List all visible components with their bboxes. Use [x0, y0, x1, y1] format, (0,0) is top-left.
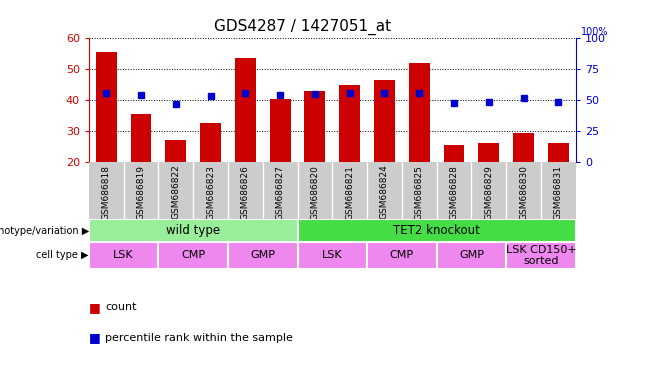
- Text: GMP: GMP: [250, 250, 275, 260]
- Bar: [228, 242, 297, 269]
- Bar: [513, 132, 534, 162]
- Bar: [340, 85, 360, 162]
- Text: ■: ■: [89, 301, 101, 314]
- Text: GSM686821: GSM686821: [345, 165, 354, 220]
- Text: LSK: LSK: [322, 250, 343, 260]
- Bar: [159, 242, 228, 269]
- Text: ■: ■: [89, 331, 101, 344]
- Text: GSM686824: GSM686824: [380, 165, 389, 220]
- Bar: [305, 91, 325, 162]
- Text: CMP: CMP: [390, 250, 414, 260]
- Text: GSM686831: GSM686831: [554, 165, 563, 220]
- Bar: [235, 58, 256, 162]
- Text: percentile rank within the sample: percentile rank within the sample: [105, 333, 293, 343]
- Bar: [548, 143, 569, 162]
- Text: 100%: 100%: [580, 27, 608, 37]
- Text: GSM686825: GSM686825: [415, 165, 424, 220]
- Text: GSM686822: GSM686822: [171, 165, 180, 220]
- Bar: [367, 242, 437, 269]
- Text: TET2 knockout: TET2 knockout: [393, 224, 480, 237]
- Text: GSM686818: GSM686818: [102, 165, 111, 220]
- Text: genotype/variation ▶: genotype/variation ▶: [0, 226, 89, 236]
- Text: GSM686820: GSM686820: [311, 165, 319, 220]
- Text: GMP: GMP: [459, 250, 484, 260]
- Text: LSK CD150+
sorted: LSK CD150+ sorted: [505, 245, 576, 266]
- Text: wild type: wild type: [166, 224, 220, 237]
- Bar: [437, 242, 506, 269]
- Bar: [270, 99, 291, 162]
- Bar: [297, 219, 576, 242]
- Text: GSM686819: GSM686819: [136, 165, 145, 220]
- Bar: [443, 145, 465, 162]
- Text: LSK: LSK: [113, 250, 134, 260]
- Text: cell type ▶: cell type ▶: [36, 250, 89, 260]
- Text: GSM686826: GSM686826: [241, 165, 250, 220]
- Text: GSM686827: GSM686827: [276, 165, 285, 220]
- Bar: [409, 63, 430, 162]
- Bar: [89, 219, 297, 242]
- Bar: [200, 123, 221, 162]
- Text: GSM686830: GSM686830: [519, 165, 528, 220]
- Text: GDS4287 / 1427051_at: GDS4287 / 1427051_at: [214, 19, 392, 35]
- Bar: [297, 242, 367, 269]
- Text: count: count: [105, 302, 137, 312]
- Bar: [130, 114, 151, 162]
- Bar: [89, 242, 159, 269]
- Text: CMP: CMP: [181, 250, 205, 260]
- Bar: [478, 143, 499, 162]
- Text: GSM686823: GSM686823: [206, 165, 215, 220]
- Bar: [506, 242, 576, 269]
- Text: GSM686829: GSM686829: [484, 165, 494, 220]
- Text: GSM686828: GSM686828: [449, 165, 459, 220]
- Bar: [374, 80, 395, 162]
- Bar: [165, 140, 186, 162]
- Bar: [96, 52, 116, 162]
